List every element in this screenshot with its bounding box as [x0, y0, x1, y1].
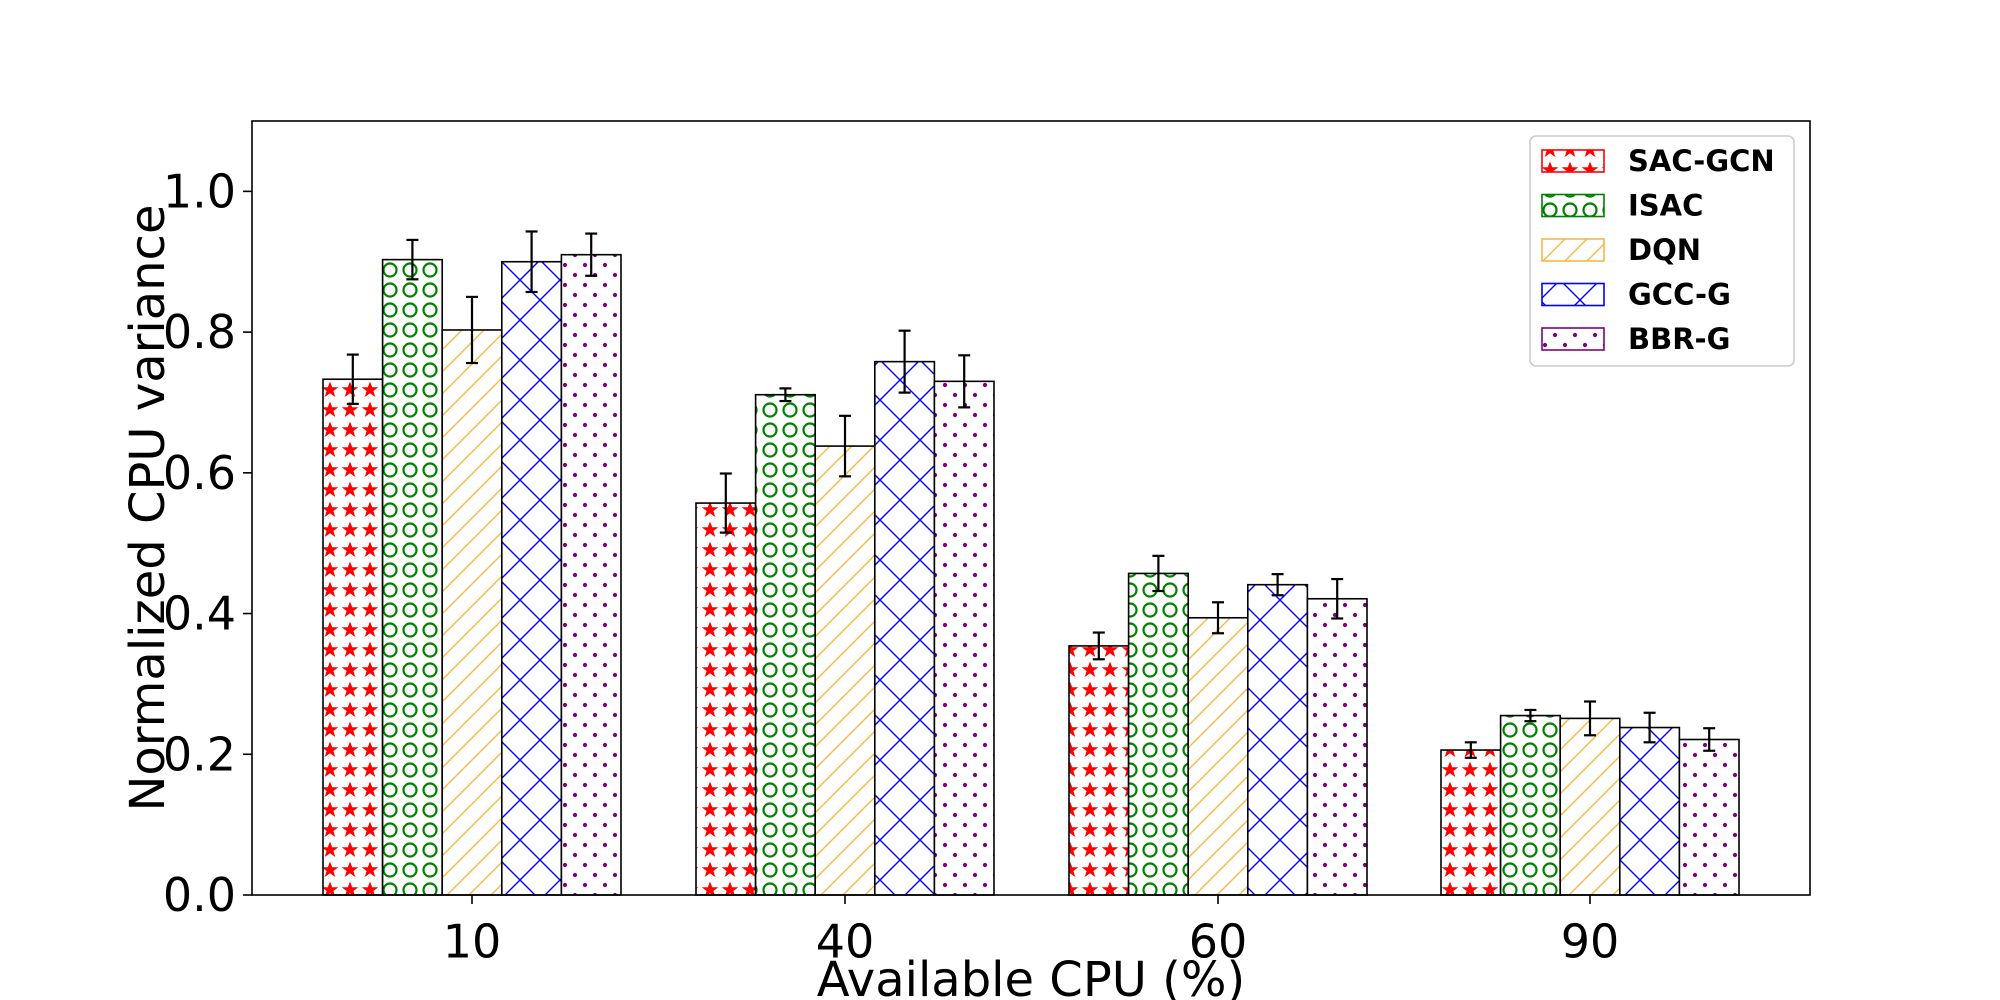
bar-isac-40	[754, 393, 816, 896]
bar-bbr-g-90	[1678, 738, 1740, 896]
legend-swatch-dqn	[1541, 238, 1605, 262]
bar-dqn-10	[441, 329, 503, 896]
y-tick-label: 0.8	[163, 305, 236, 359]
bar-dqn-90	[1559, 717, 1621, 896]
plot-frame	[251, 120, 1811, 896]
bar-bbr-g-40	[933, 380, 995, 896]
x-tick-label: 90	[1561, 914, 1620, 968]
bar-sac-gcn-90	[1440, 749, 1502, 896]
bar-gcc-g-10	[500, 260, 563, 896]
bar-sac-gcn-10	[322, 378, 384, 896]
bar-sac-gcn-60	[1068, 645, 1130, 896]
legend-box	[1529, 135, 1795, 367]
plot-area: 0.0 0.2 0.4 0.6 0.8 1.0 10 40 60 90 Available CPU …	[120, 120, 1811, 1000]
y-tick-label: 0.6	[163, 446, 236, 500]
bar-isac-10	[381, 258, 444, 896]
legend-swatch-gcc-g	[1541, 282, 1605, 307]
legend-label-dqn: DQN	[1628, 233, 1701, 267]
legend-label-gcc-g: GCC-G	[1628, 278, 1731, 312]
x-tick-label: 10	[443, 914, 502, 968]
x-axis-label: Available CPU (%)	[817, 952, 1245, 1000]
legend-swatch-bbr-g	[1541, 327, 1605, 351]
y-tick-label: 0.4	[163, 587, 236, 641]
bar-dqn-60	[1187, 616, 1249, 896]
bar-gcc-g-60	[1247, 583, 1309, 896]
bar-gcc-g-40	[873, 360, 936, 896]
legend-label-sac-gcn: SAC-GCN	[1628, 144, 1775, 178]
y-tick-label: 1.0	[163, 164, 236, 218]
bar-isac-90	[1499, 714, 1561, 896]
bar-bbr-g-10	[560, 253, 622, 896]
x-tick-label: 60	[1189, 914, 1248, 968]
bar-bbr-g-60	[1306, 597, 1368, 896]
bar-gcc-g-90	[1619, 726, 1681, 896]
bar-dqn-40	[814, 445, 876, 896]
x-tick-label: 40	[816, 914, 875, 968]
legend-label-bbr-g: BBR-G	[1628, 322, 1730, 356]
y-tick-label: 0.2	[163, 727, 236, 781]
bar-sac-gcn-40	[695, 502, 757, 896]
legend-swatch-sac-gcn	[1541, 149, 1605, 173]
bar-isac-60	[1127, 572, 1189, 896]
y-axis-label: Normalized CPU variance	[120, 205, 176, 812]
legend-label-isac: ISAC	[1628, 189, 1703, 223]
y-tick-label: 0.0	[163, 868, 236, 922]
legend-swatch-isac	[1541, 193, 1605, 218]
